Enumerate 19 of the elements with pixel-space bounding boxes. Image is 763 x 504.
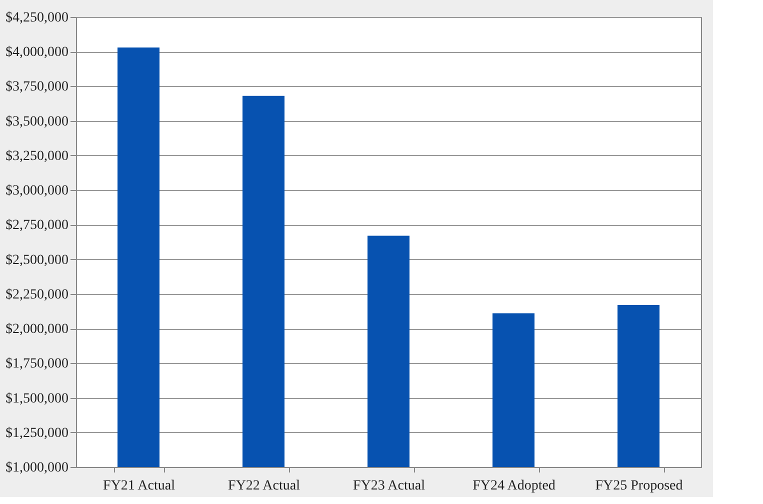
x-tick-label: FY22 Actual [228,478,300,494]
y-tick-label: $2,750,000 [6,218,68,234]
x-tick-label: FY24 Adopted [472,478,556,494]
y-tick-label: $3,000,000 [6,184,68,199]
y-tick-label: $1,500,000 [6,391,68,406]
x-tick-label: FY21 Actual [103,478,176,494]
y-tick-label: $3,250,000 [6,148,68,164]
x-tick-label: FY25 Proposed [595,478,683,494]
y-tick-label: $2,500,000 [6,252,68,268]
y-tick-label: $4,000,000 [6,45,68,60]
x-tick-label: FY23 Actual [353,478,426,494]
y-tick-label: $1,000,000 [6,460,68,476]
y-tick-label: $1,750,000 [6,356,68,372]
y-tick-label: $3,500,000 [6,114,68,130]
y-tick-label: $2,000,000 [6,322,68,338]
y-tick-label: $3,750,000 [6,80,68,95]
y-tick-label: $4,250,000 [6,10,68,26]
y-tick-label: $2,250,000 [6,287,68,302]
y-tick-label: $1,250,000 [6,426,68,441]
